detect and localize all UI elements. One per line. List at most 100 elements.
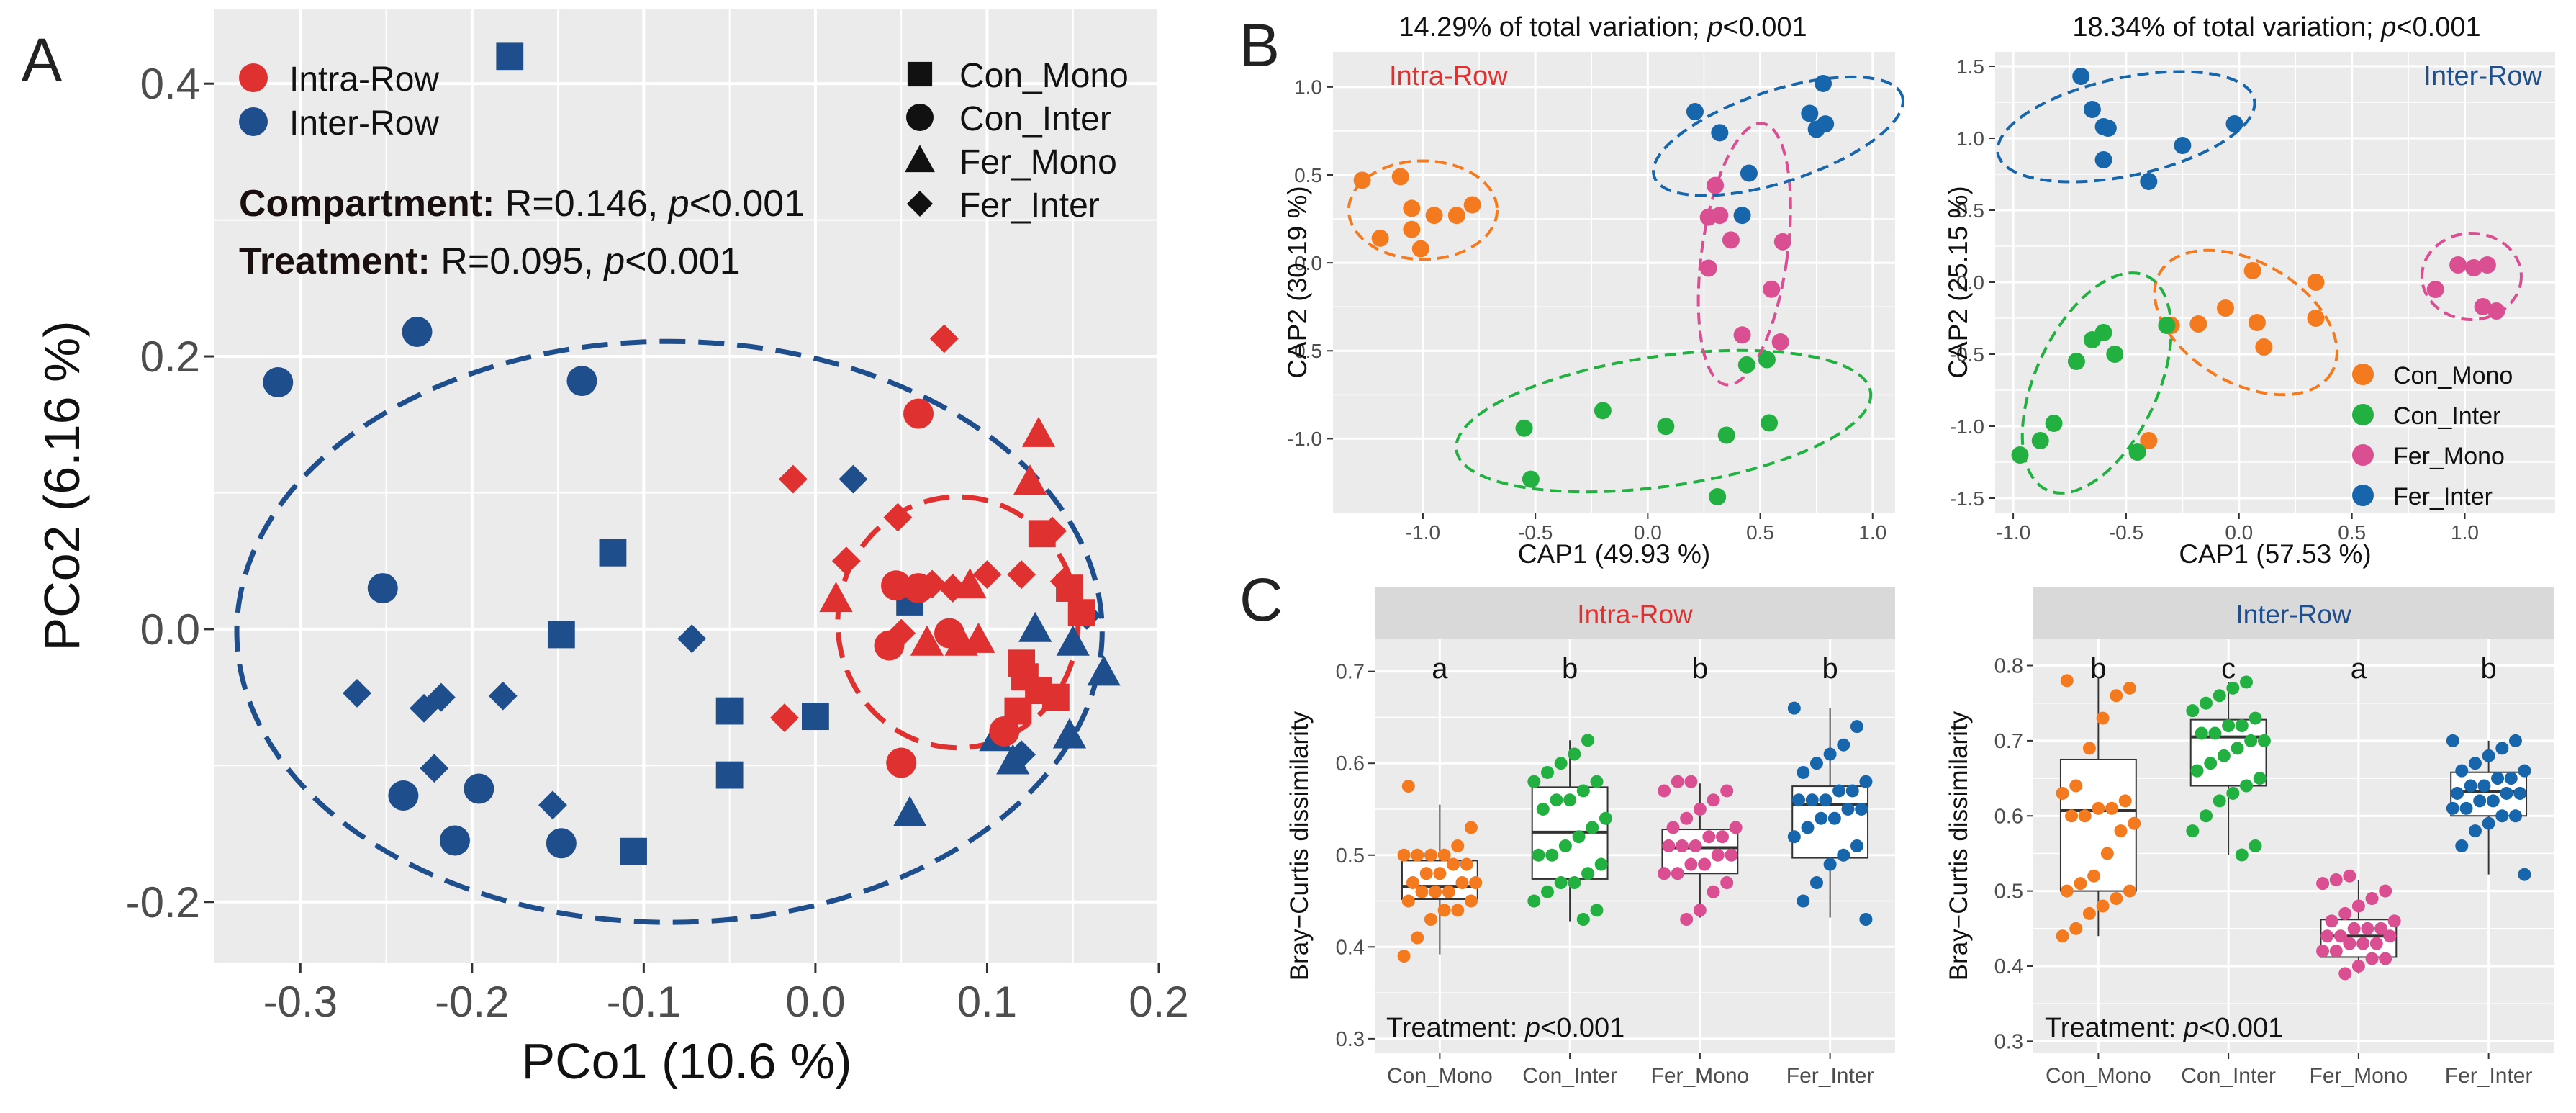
point-inter-circle (402, 316, 433, 347)
point-fer_mono (1771, 333, 1789, 351)
chart-title: 14.29% of total variation; p<0.001 (1398, 12, 1807, 42)
y-tick-label: 0.7 (1994, 730, 2023, 753)
legend-label: Con_Inter (2393, 402, 2500, 430)
point-fer_mono (2449, 256, 2467, 274)
point-fer_mono (2351, 959, 2365, 973)
facet-strip (2033, 587, 2554, 639)
point-fer_inter (1850, 839, 1863, 852)
point-fer_inter (2508, 734, 2522, 747)
point-con_inter (1568, 876, 1581, 890)
panel-label-a: A (22, 26, 62, 94)
point-intra-square (1041, 683, 1070, 711)
point-con_inter (2249, 711, 2262, 725)
point-intra-triangle (953, 568, 987, 599)
point-fer_inter (2482, 816, 2495, 830)
point-fer_mono (2487, 302, 2505, 320)
point-fer_inter (1805, 793, 1819, 807)
point-fer_mono (1680, 913, 1694, 927)
stats-r-value: R=0.146, (494, 183, 668, 225)
point-fer_inter (2468, 824, 2482, 838)
point-con_inter (2244, 734, 2258, 747)
point-fer_inter (1837, 848, 1850, 862)
legend-key-intra (239, 63, 268, 92)
x-tick-label: Con_Mono (1387, 1064, 1493, 1088)
point-fer_inter (1823, 857, 1837, 871)
point-inter-triangle (1087, 655, 1121, 686)
point-intra-triangle (819, 582, 853, 613)
panel-label-c: C (1239, 566, 1283, 634)
point-con_inter (2222, 719, 2236, 733)
point-fer_mono (1702, 830, 1716, 844)
point-con_inter (1576, 784, 1590, 798)
point-fer_inter (2099, 120, 2117, 137)
point-fer_inter (2491, 772, 2505, 785)
point-con_mono (1403, 199, 1421, 217)
significance-letter: b (2090, 653, 2106, 685)
point-con_inter (1554, 757, 1568, 770)
x-tick-label: 0.2 (1129, 978, 1188, 1026)
point-con_inter (2200, 696, 2213, 710)
point-con_inter (2226, 786, 2240, 800)
x-tick-label: 1.0 (1858, 521, 1886, 544)
legend-key-fer_mono (2352, 444, 2374, 466)
box-body (2059, 758, 2137, 892)
legend-label: Con_Mono (959, 57, 1129, 95)
point-fer_mono (1711, 207, 1729, 225)
point-fer_mono (2465, 259, 2483, 276)
point-con_mono (2118, 794, 2132, 808)
point-fer_mono (2320, 929, 2334, 943)
x-tick-label: Con_Mono (2046, 1064, 2151, 1088)
point-fer_inter (2508, 809, 2522, 823)
y-tick-label: 0.0 (1956, 271, 1984, 294)
x-tick-label: 0.0 (2225, 521, 2253, 544)
point-intra-square (1056, 574, 1083, 602)
point-fer_inter (1787, 701, 1801, 715)
point-con_mono (2087, 869, 2101, 883)
point-fer_mono (1666, 821, 1680, 834)
point-fer_inter (1859, 913, 1873, 927)
point-fer_inter (2225, 115, 2243, 132)
point-fer_mono (2343, 869, 2356, 883)
panel-label-b: B (1239, 12, 1280, 79)
point-con_inter (2217, 749, 2231, 762)
point-con_mono (2096, 711, 2110, 725)
point-intra-triangle (1021, 416, 1056, 447)
point-con_mono (1442, 885, 1455, 898)
point-con_inter (1599, 811, 1612, 825)
point-con_inter (1572, 830, 1586, 844)
y-tick-label: 0.8 (1994, 655, 2023, 678)
y-axis-title: CAP2 (30.19 %) (1283, 186, 1312, 378)
point-con_inter (2204, 757, 2218, 770)
point-fer_mono (1763, 280, 1781, 298)
legend-shape-circle (906, 104, 934, 131)
point-fer_inter (2174, 137, 2192, 154)
point-con_mono (1397, 950, 1411, 963)
point-con_mono (2123, 884, 2136, 898)
point-con_mono (1451, 904, 1465, 917)
point-con_inter (2235, 848, 2249, 862)
point-intra-circle (886, 747, 917, 778)
annotation-text: Treatment: (1386, 1013, 1525, 1043)
point-con_inter (1586, 821, 1599, 834)
cap-intra-row-plot: -1.0 -0.5 0.0 0.5 1.0 -1.0 -0.5 0.0 0.5 1.0 14.29%… (1283, 12, 1904, 569)
point-con_mono (2216, 299, 2234, 317)
y-tick-label: -0.5 (1288, 340, 1322, 362)
boxplot-inter-row: Inter-Row 0.3 0.4 0.5 0.6 0.7 0.8 Con_Mono b Con_… (1945, 587, 2554, 1088)
point-con_mono (1406, 876, 1420, 890)
title-p: p (1707, 12, 1722, 42)
point-fer_inter (2446, 734, 2459, 747)
point-con_mono (2189, 315, 2207, 333)
point-fer_mono (2379, 884, 2392, 898)
plot-panel (214, 9, 1159, 963)
annotation-p: p (1524, 1013, 1540, 1043)
facet-strip-title: Intra-Row (1577, 600, 1693, 629)
point-intra-diamond (918, 569, 947, 599)
point-fer_mono (1698, 857, 1712, 871)
legend-label: Fer_Mono (2393, 443, 2505, 470)
ellipse-con_inter (1455, 348, 1873, 494)
x-tick-label: 0.0 (1634, 521, 1662, 544)
legend-shape-triangle (905, 145, 935, 173)
point-fer_inter (2518, 868, 2531, 881)
point-con_inter (2186, 824, 2200, 838)
y-tick-label: 0.4 (1336, 936, 1365, 959)
